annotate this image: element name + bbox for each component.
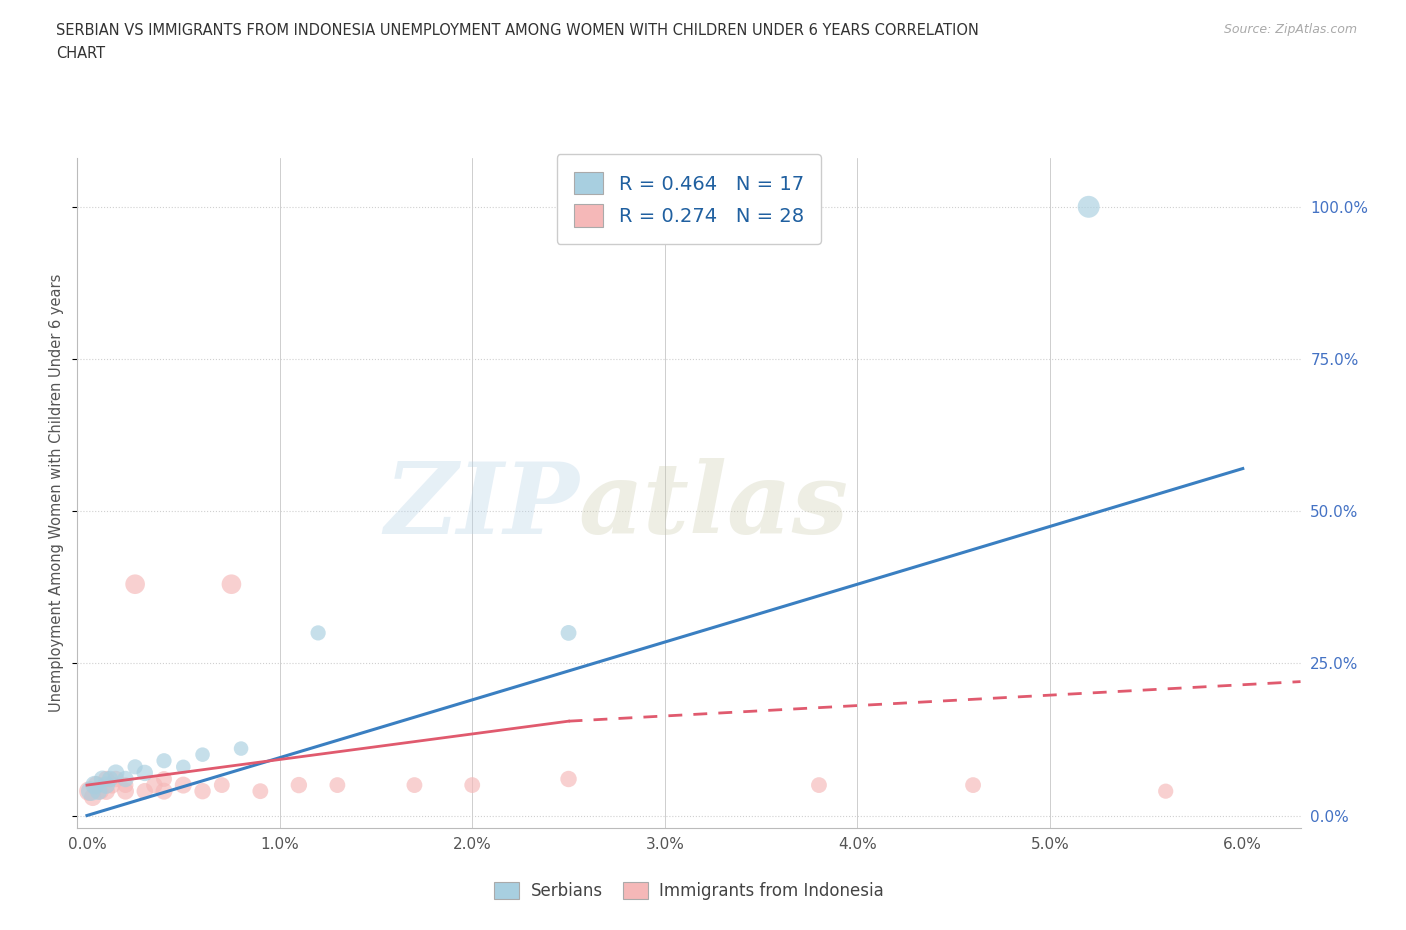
Point [96, 777, 118, 792]
Point [77, 784, 100, 799]
Text: SERBIAN VS IMMIGRANTS FROM INDONESIA UNEMPLOYMENT AMONG WOMEN WITH CHILDREN UNDE: SERBIAN VS IMMIGRANTS FROM INDONESIA UNE… [56, 23, 979, 38]
Point [191, 747, 214, 762]
Point [96, 772, 118, 787]
Point [87, 784, 110, 799]
Point [211, 777, 233, 792]
Point [307, 626, 329, 641]
Point [1154, 784, 1177, 799]
Point [557, 626, 579, 641]
Y-axis label: Unemployment Among Women with Children Under 6 years: Unemployment Among Women with Children U… [49, 273, 65, 712]
Point [80, 784, 103, 799]
Point [104, 765, 127, 780]
Text: Source: ZipAtlas.com: Source: ZipAtlas.com [1223, 23, 1357, 36]
Point [153, 784, 176, 799]
Point [83, 777, 105, 792]
Point [114, 784, 136, 799]
Point [134, 784, 156, 799]
Point [191, 784, 214, 799]
Point [86, 777, 108, 792]
Point [1077, 199, 1099, 214]
Point [89, 784, 111, 799]
Point [326, 777, 349, 792]
Point [114, 772, 136, 787]
Point [82, 790, 104, 804]
Point [143, 777, 166, 792]
Point [101, 777, 124, 792]
Point [288, 777, 311, 792]
Legend: Serbians, Immigrants from Indonesia: Serbians, Immigrants from Indonesia [486, 875, 891, 907]
Point [172, 760, 194, 775]
Point [124, 577, 146, 591]
Point [98, 772, 121, 787]
Point [153, 772, 176, 787]
Point [249, 784, 271, 799]
Point [134, 765, 156, 780]
Point [124, 760, 146, 775]
Point [404, 777, 426, 792]
Point [962, 777, 984, 792]
Point [229, 741, 252, 756]
Point [461, 777, 484, 792]
Point [557, 772, 579, 787]
Point [807, 777, 830, 792]
Point [104, 772, 127, 787]
Text: ZIP: ZIP [384, 458, 579, 554]
Point [96, 784, 118, 799]
Point [172, 777, 194, 792]
Text: CHART: CHART [56, 46, 105, 60]
Text: atlas: atlas [579, 458, 849, 554]
Point [91, 772, 114, 787]
Point [114, 777, 136, 792]
Point [153, 753, 176, 768]
Point [221, 577, 243, 591]
